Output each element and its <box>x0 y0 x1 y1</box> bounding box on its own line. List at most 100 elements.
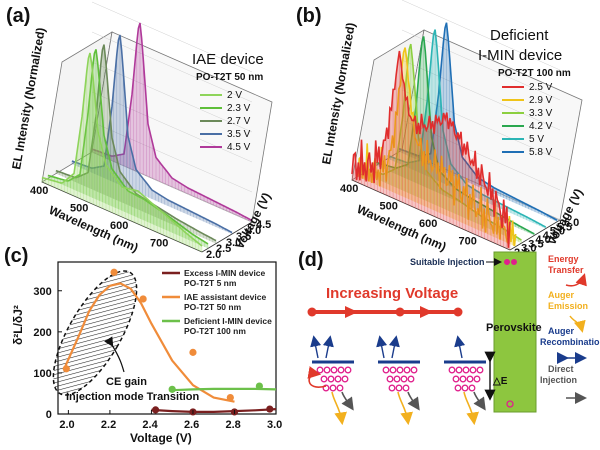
data-point <box>139 295 147 303</box>
z-tick-label: 6.0 <box>564 217 579 229</box>
gridline <box>401 29 561 101</box>
panel-c-label: (c) <box>4 245 28 267</box>
trace-2.7V <box>55 44 217 242</box>
z-tick-label: 3.5 <box>236 231 251 243</box>
carrier-circle <box>336 384 344 392</box>
carrier-circle <box>395 384 403 392</box>
carrier-circle <box>410 366 418 374</box>
voltage-marker <box>307 307 317 317</box>
fit-curve-1 <box>63 282 235 403</box>
z-tick-label: 3.5 <box>528 238 543 250</box>
energy-transfer-arrow <box>307 366 327 388</box>
carrier-circle <box>396 366 404 374</box>
z-tick-label: 4.5 <box>256 219 271 231</box>
trace-4.5V <box>91 22 253 222</box>
legend-label: Auger <box>548 326 575 336</box>
auger-arrow-up <box>388 335 400 359</box>
suitable-injection-label: Suitable Injection <box>410 257 485 267</box>
y-tick-label: 0 <box>46 409 52 421</box>
carrier-circle <box>473 375 481 383</box>
legend-label: 5.8 V <box>529 147 553 158</box>
z-tick-label: 4.0 <box>246 225 261 237</box>
increasing-voltage-label: Increasing Voltage <box>326 285 458 302</box>
panel-b-legend: 2.5 V 2.9 V 3.3 V 4.2 V 5 V 5.8 V <box>502 82 553 158</box>
carrier-circle <box>455 366 463 374</box>
data-point <box>151 406 160 414</box>
y-tick-label: 300 <box>33 286 51 298</box>
panel-b-traces <box>351 22 558 250</box>
trace-2.3V <box>47 49 209 245</box>
legend-sublabel: PO-T2T 50 nm <box>184 302 242 312</box>
voltage-chevron <box>345 306 358 318</box>
panel-a-x-ticks: 400 500 600 700 <box>30 185 168 250</box>
gridline <box>401 119 561 191</box>
legend-label: Injection <box>540 375 577 385</box>
z-tick-label: 5.5 <box>557 221 572 233</box>
auger-emission-arrow <box>397 391 413 426</box>
data-point <box>62 365 70 373</box>
data-point <box>266 405 274 413</box>
panel-b-y-axis-title: EL Intensity (Normalized) <box>319 21 358 165</box>
voltage-marker <box>395 307 405 317</box>
x-tick-label: 700 <box>459 236 477 248</box>
legend-label: 4.5 V <box>227 142 251 153</box>
x-tick-label: 2.6 <box>184 419 199 431</box>
legend-label: Excess I-MIN device <box>184 268 266 278</box>
carrier-circle <box>448 366 456 374</box>
carrier-circle <box>316 366 324 374</box>
x-tick-label: 2.2 <box>101 419 116 431</box>
perovskite-carrier <box>506 400 514 408</box>
panel-b-device-subtitle: PO-T2T 100 nm <box>498 68 571 79</box>
gridline <box>91 121 253 193</box>
data-point <box>226 393 234 402</box>
carrier-circle <box>461 384 469 392</box>
carrier-circle <box>341 375 349 383</box>
x-tick-label: 600 <box>419 218 437 230</box>
carrier-circle <box>344 366 352 374</box>
panel-a: (a) EL Intensity (Normalized) Wavelength… <box>6 1 274 261</box>
carrier-circle <box>459 375 467 383</box>
x-tick-label: 2.4 <box>142 419 158 431</box>
legend-label: 5 V <box>529 134 544 145</box>
energy-transfer-icon <box>565 273 587 287</box>
annotation-arrow <box>104 336 125 373</box>
panel-a-gridlines <box>91 1 253 223</box>
carrier-circle <box>476 366 484 374</box>
z-tick-label: 4.5 <box>543 230 558 242</box>
legend-label: Direct <box>548 364 574 374</box>
panel-d-legend: EnergyTransferAugerEmissionAugerRecombin… <box>540 254 600 404</box>
legend-label: 2 V <box>227 90 242 101</box>
x-tick-label: 500 <box>70 203 88 215</box>
annotation-injection-mode: Injection mode Transition <box>66 391 200 403</box>
legend-label: Emission <box>548 301 588 311</box>
trace-3.5V <box>71 34 233 234</box>
carrier-circle <box>403 366 411 374</box>
auger-emission-arrow <box>331 391 347 426</box>
y-tick-label: 200 <box>33 327 51 339</box>
panel-c-y-ticks: 0 100 200 300 <box>33 286 62 421</box>
legend-label: IAE assistant device <box>184 292 266 302</box>
legend-label: 2.3 V <box>227 103 251 114</box>
x-tick-label: 2.0 <box>59 419 74 431</box>
z-tick-label: 4.0 <box>535 234 550 246</box>
carrier-circle <box>330 366 338 374</box>
carrier-circle <box>337 366 345 374</box>
panel-b-device-title-line1: Deficient <box>490 27 549 44</box>
x-tick-label: 2.8 <box>225 419 240 431</box>
legend-label: Deficient I-MIN device <box>184 316 272 326</box>
ce-gain-ellipse <box>52 270 138 396</box>
panel-c: (c) 2.0 2.2 2.4 2.6 2.8 3.0 0 100 200 300 Voltag… <box>4 245 282 445</box>
z-tick-label: 5.0 <box>550 226 565 238</box>
auger-arrow-up <box>454 335 466 359</box>
delta-e-label: △E <box>492 376 508 387</box>
data-point <box>255 382 263 390</box>
z-tick-label: 2.5 <box>216 243 231 255</box>
perovskite-label: Perovskite <box>486 322 542 334</box>
direct-injection-arrow <box>473 391 486 411</box>
z-tick-label: 2.0 <box>206 249 221 261</box>
trace-2.5V <box>351 50 511 248</box>
data-point <box>168 385 176 393</box>
x-tick-label: 600 <box>110 220 128 232</box>
panel-b-x-ticks: 400 500 600 700 <box>340 183 477 248</box>
legend-label: 3.5 V <box>227 129 251 140</box>
